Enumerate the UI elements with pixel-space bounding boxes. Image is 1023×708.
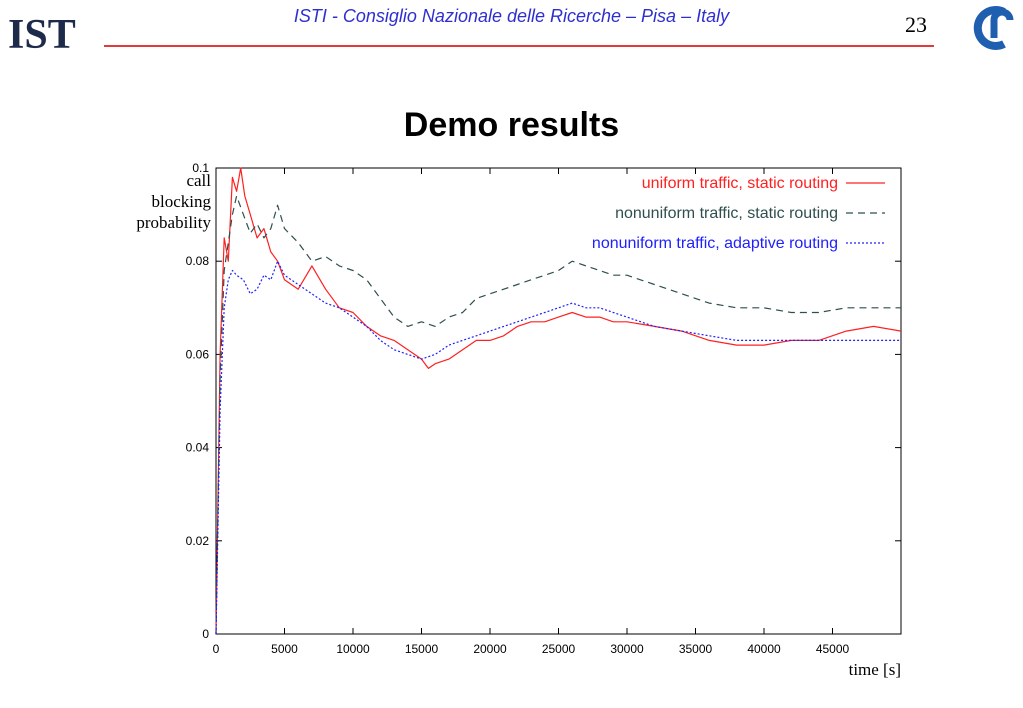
x-tick-label: 10000 [336, 642, 370, 656]
legend-entry-label: nonuniform traffic, static routing [615, 205, 838, 222]
x-axis-label: time [s] [849, 660, 901, 679]
page-number: 23 [905, 12, 927, 37]
header-divider [104, 45, 934, 47]
cnr-logo [964, 6, 1020, 55]
x-tick-label: 15000 [405, 642, 439, 656]
series-lines [215, 167, 902, 635]
legend-entry-label: nonuniform traffic, adaptive routing [592, 235, 838, 252]
y-tick-label: 0 [202, 627, 209, 641]
x-tick-label: 35000 [679, 642, 713, 656]
series-line [215, 195, 901, 635]
y-tick-label: 0.02 [186, 534, 210, 548]
y-axis-label-line: blocking [152, 192, 212, 211]
x-tick-label: 30000 [610, 642, 644, 656]
y-axis-label: call blocking probability [136, 171, 211, 232]
y-axis-label-line: call [186, 171, 211, 190]
series-line [215, 167, 902, 635]
y-axis-label-line: probability [136, 213, 211, 232]
x-tick-label: 40000 [747, 642, 781, 656]
y-tick-label: 0.1 [192, 161, 209, 175]
x-tick-label: 5000 [271, 642, 298, 656]
axis-ticks: 0 5000 10000 15000 20000 25000 30000 35000 40000… [186, 161, 901, 656]
y-tick-label: 0.08 [186, 254, 210, 268]
y-tick-label: 0.04 [186, 441, 210, 455]
slide-title: Demo results [403, 106, 620, 144]
series-line [215, 260, 901, 635]
x-tick-label: 25000 [542, 642, 576, 656]
x-tick-label: 0 [213, 642, 220, 656]
legend: uniform traffic, static routing nonunifor… [592, 175, 885, 252]
legend-entry-label: uniform traffic, static routing [642, 175, 838, 192]
x-tick-label: 45000 [816, 642, 850, 656]
y-tick-label: 0.06 [186, 347, 210, 361]
x-tick-label: 20000 [473, 642, 507, 656]
header-institution: ISTI - Consiglio Nazionale delle Ricerch… [293, 6, 730, 26]
